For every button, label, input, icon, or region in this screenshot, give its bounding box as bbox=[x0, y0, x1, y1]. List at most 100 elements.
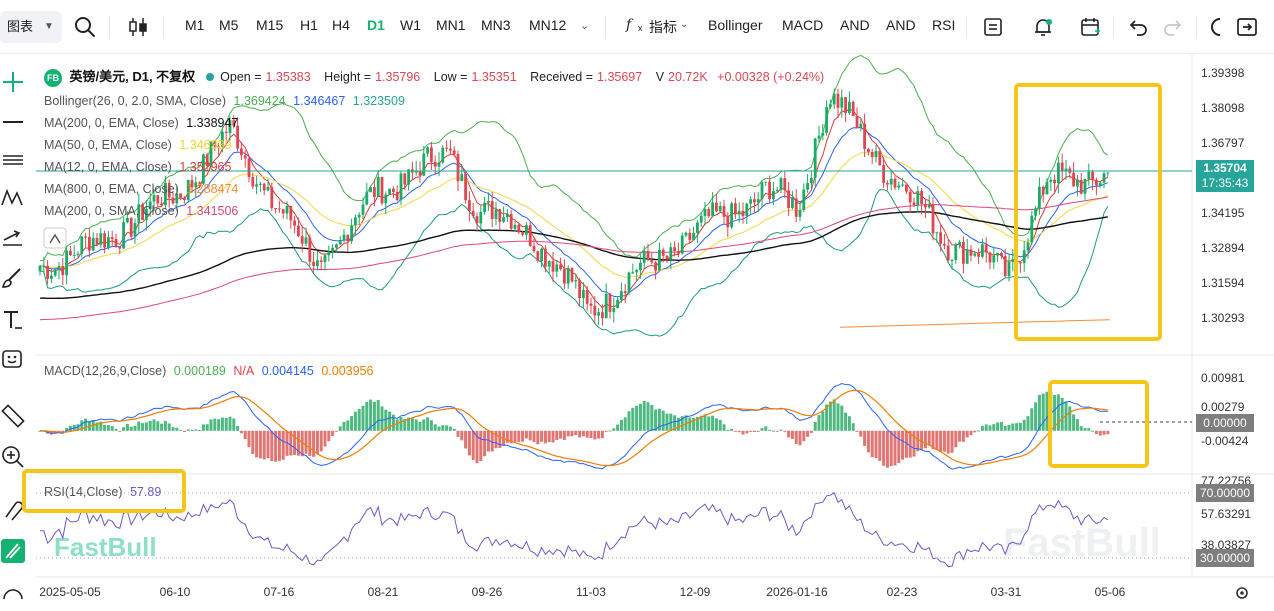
candle-up bbox=[901, 184, 904, 186]
candle-down bbox=[224, 131, 228, 134]
candle-up bbox=[817, 135, 821, 139]
macd-histogram-bar bbox=[475, 430, 479, 464]
macd-histogram-bar bbox=[323, 430, 327, 447]
indicator-and-2[interactable]: AND bbox=[886, 17, 916, 33]
candle-down bbox=[734, 203, 737, 215]
ma5-legend[interactable]: MA(200, 0, SMA, Close) 1.341506 bbox=[44, 204, 242, 218]
trend-line-tool-icon[interactable] bbox=[0, 109, 26, 135]
function-icon[interactable]: f bbox=[626, 17, 632, 33]
undo-icon[interactable] bbox=[1127, 15, 1151, 39]
eye-hide-drawings-icon[interactable] bbox=[0, 577, 26, 603]
toolbar-divider bbox=[1113, 16, 1114, 38]
exit-fullscreen-icon[interactable] bbox=[1235, 15, 1259, 39]
candle-down bbox=[61, 266, 65, 276]
macd-legend[interactable]: MACD(12,26,9,Close) 0.000189 N/A 0.00414… bbox=[44, 364, 377, 378]
lock-drawings-icon[interactable] bbox=[0, 538, 26, 564]
candle-down bbox=[319, 260, 323, 262]
candle-down bbox=[509, 214, 513, 229]
candle-up bbox=[126, 217, 129, 223]
calendar-icon[interactable] bbox=[1079, 15, 1103, 39]
period-m15[interactable]: M15 bbox=[256, 17, 284, 33]
candle-down bbox=[1019, 262, 1022, 264]
settings-gear-icon[interactable] bbox=[1236, 587, 1248, 599]
macd-histogram-bar bbox=[418, 421, 422, 431]
macd-histogram-bar bbox=[186, 429, 190, 431]
alert-add-icon[interactable] bbox=[1031, 15, 1055, 39]
macd-histogram-bar bbox=[479, 430, 483, 462]
period-mn3[interactable]: MN3 bbox=[481, 17, 511, 33]
bollinger-legend[interactable]: Bollinger(26, 0, 2.0, SMA, Close) 1.3694… bbox=[44, 94, 409, 108]
indicator-rsi[interactable]: RSI bbox=[932, 17, 956, 33]
period-w1[interactable]: W1 bbox=[400, 17, 421, 33]
candle-down bbox=[768, 181, 771, 200]
macd-histogram-bar bbox=[1045, 391, 1049, 431]
ma3-value: 1.352965 bbox=[179, 160, 232, 174]
search-icon[interactable] bbox=[73, 15, 97, 39]
ma2-legend[interactable]: MA(50, 0, EMA, Close) 1.346339 bbox=[44, 138, 235, 152]
macd-histogram-bar bbox=[969, 430, 973, 436]
ma4-legend[interactable]: MA(800, 0, EMA, Close) 1.288474 bbox=[44, 182, 242, 196]
bollinger-middle-band bbox=[40, 126, 1108, 298]
pattern-tool-icon[interactable] bbox=[0, 185, 26, 211]
candle-up bbox=[927, 204, 931, 208]
scroll-left-button[interactable] bbox=[43, 227, 67, 249]
candle-down bbox=[293, 220, 296, 226]
candle-up bbox=[745, 203, 749, 217]
macd-histogram-bar bbox=[566, 430, 570, 437]
chart-type-dropdown[interactable]: 图表 ▼ bbox=[0, 11, 62, 43]
emoji-tool-icon[interactable] bbox=[0, 347, 26, 373]
period-m5[interactable]: M5 bbox=[219, 17, 239, 33]
macd-histogram-bar bbox=[821, 411, 825, 431]
brush-tool-icon[interactable] bbox=[0, 265, 26, 291]
candle-up bbox=[832, 93, 836, 105]
macd-histogram-bar bbox=[410, 418, 414, 431]
macd-histogram-bar bbox=[49, 430, 53, 435]
period-m1[interactable]: M1 bbox=[185, 17, 205, 33]
low-label: Low = bbox=[433, 70, 468, 84]
period-mn12[interactable]: MN12 bbox=[529, 17, 567, 33]
macd-histogram-bar bbox=[977, 430, 981, 432]
rsi-legend[interactable]: RSI(14,Close) 57.89 bbox=[44, 485, 165, 499]
candle-down bbox=[726, 216, 730, 228]
ma1-legend[interactable]: MA(200, 0, EMA, Close) 1.338947 bbox=[44, 116, 242, 130]
candle-down bbox=[908, 191, 912, 203]
candle-up bbox=[285, 205, 289, 214]
layout-template-icon[interactable] bbox=[981, 15, 1005, 39]
macd-histogram-bar bbox=[319, 430, 323, 452]
macd-histogram-bar bbox=[486, 430, 490, 452]
candle-up bbox=[376, 176, 380, 197]
period-h4[interactable]: H4 bbox=[332, 17, 350, 33]
horizontal-lines-tool-icon[interactable] bbox=[0, 147, 26, 173]
volume-label: V bbox=[655, 70, 665, 84]
candlestick-type-icon[interactable] bbox=[126, 15, 150, 39]
crosshair-tool-icon[interactable] bbox=[0, 69, 26, 95]
macd-histogram-bar bbox=[1098, 430, 1102, 436]
low-value: 1.35351 bbox=[471, 70, 517, 84]
period-d1[interactable]: D1 bbox=[367, 17, 385, 33]
function-icon-sub: x bbox=[638, 23, 643, 33]
zoom-in-icon[interactable] bbox=[0, 444, 26, 470]
ruler-tool-icon[interactable] bbox=[0, 403, 26, 429]
fibonacci-tool-icon[interactable] bbox=[0, 225, 26, 251]
symbol-title[interactable]: 英镑/美元, D1, 不复权 bbox=[69, 69, 196, 84]
period-mn1[interactable]: MN1 bbox=[436, 17, 466, 33]
indicator-bollinger[interactable]: Bollinger bbox=[708, 17, 763, 33]
macd-histogram-bar bbox=[103, 424, 107, 431]
macd-histogram-bar bbox=[395, 419, 399, 431]
macd-histogram-bar bbox=[851, 423, 855, 431]
indicator-and-1[interactable]: AND bbox=[840, 17, 870, 33]
chevron-down-icon: ▼ bbox=[44, 21, 54, 32]
ma3-legend[interactable]: MA(12, 0, EMA, Close) 1.352965 bbox=[44, 160, 235, 174]
candle-down bbox=[536, 251, 540, 261]
text-tool-icon[interactable] bbox=[0, 307, 26, 333]
period-h1[interactable]: H1 bbox=[300, 17, 318, 33]
candle-up bbox=[506, 214, 509, 218]
candle-up bbox=[1030, 215, 1034, 243]
indicator-macd[interactable]: MACD bbox=[782, 17, 824, 33]
macd-histogram-bar bbox=[619, 419, 623, 431]
macd-histogram-bar bbox=[448, 426, 452, 431]
more-periods-chevron-icon[interactable]: ⌄ bbox=[580, 20, 590, 32]
redo-icon[interactable] bbox=[1160, 15, 1184, 39]
indicators-button[interactable]: 指标 bbox=[649, 19, 677, 35]
